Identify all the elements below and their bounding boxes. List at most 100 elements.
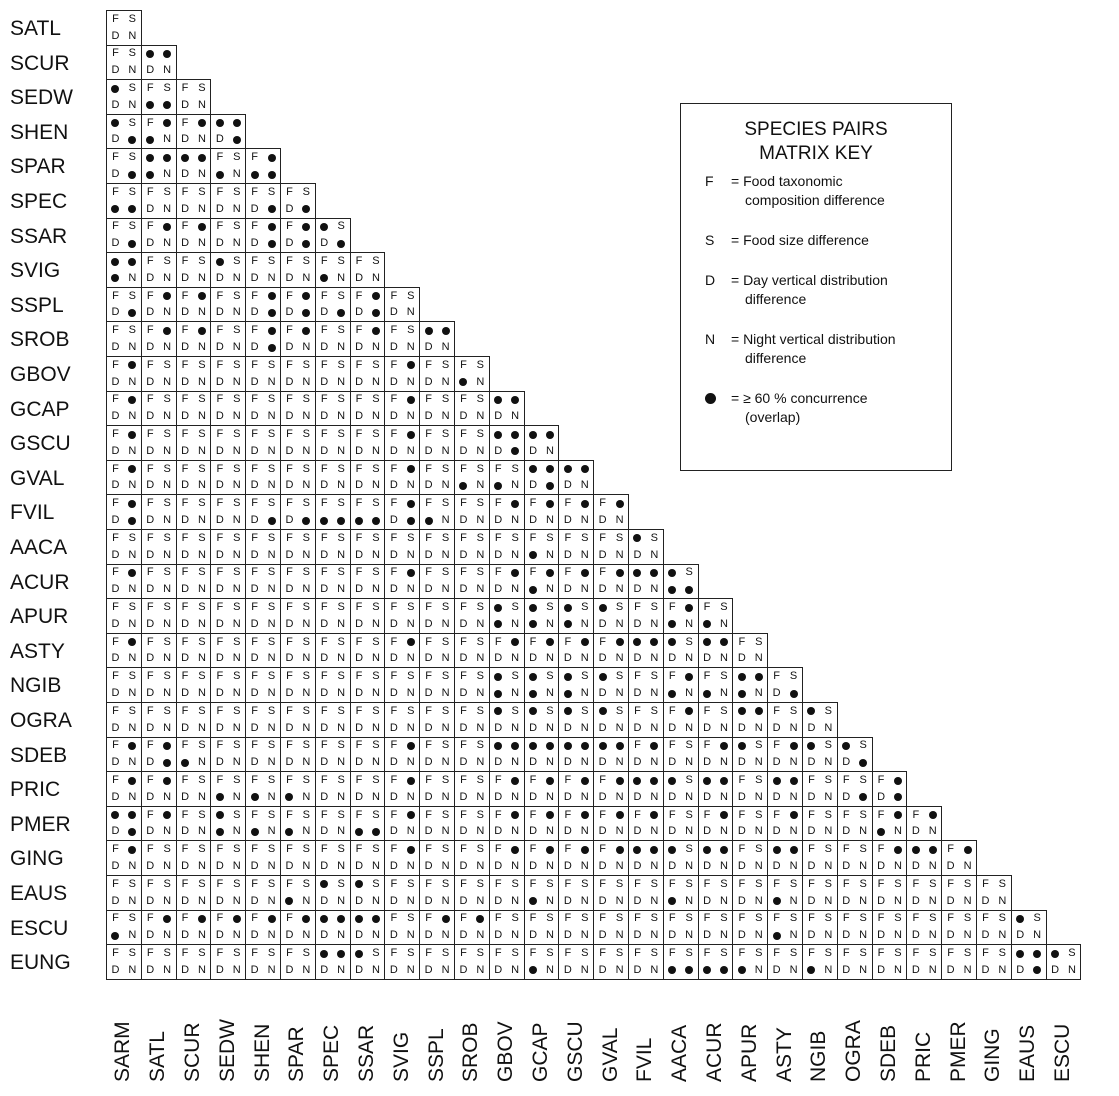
difference-letter: D [285, 375, 294, 388]
difference-letter: N [824, 790, 833, 803]
difference-letter: S [441, 947, 450, 960]
difference-letter: D [111, 341, 120, 354]
difference-letter: D [389, 721, 398, 734]
difference-letter: S [128, 670, 137, 683]
difference-letter: N [371, 687, 380, 700]
difference-letter: D [215, 617, 224, 630]
concurrence-dot-icon [333, 305, 350, 322]
difference-letter: S [302, 358, 311, 371]
difference-letter: F [112, 704, 119, 717]
difference-letter: D [146, 410, 155, 423]
concurrence-dot-icon [768, 927, 785, 944]
difference-letter: S [337, 462, 345, 475]
difference-letter: S [163, 843, 171, 856]
difference-letter: F [216, 601, 224, 614]
difference-letter: N [163, 64, 172, 77]
difference-letter: S [824, 704, 833, 717]
difference-letter: S [337, 774, 345, 787]
difference-letter: D [424, 721, 433, 734]
difference-letter: N [545, 721, 554, 734]
difference-letter: S [372, 566, 380, 579]
difference-letter: S [337, 739, 345, 752]
difference-letter: N [789, 860, 798, 873]
difference-letter: F [251, 255, 258, 268]
concurrence-dot-icon [611, 495, 628, 512]
difference-letter: N [337, 341, 346, 354]
concurrence-dot-icon [455, 478, 472, 495]
concurrence-dot-icon [785, 807, 802, 824]
difference-letter: F [112, 428, 119, 441]
difference-letter: F [181, 877, 189, 890]
difference-letter: F [286, 531, 293, 544]
concurrence-dot-icon [124, 132, 141, 149]
difference-letter: F [146, 185, 154, 198]
difference-letter: N [789, 894, 798, 907]
difference-letter: N [197, 306, 206, 319]
difference-letter: S [650, 947, 659, 960]
difference-letter: D [494, 721, 503, 734]
difference-letter: D [459, 929, 468, 942]
concurrence-dot-icon [873, 824, 890, 841]
difference-letter: S [372, 531, 380, 544]
concurrence-dot-icon [437, 911, 454, 928]
concurrence-dot-icon [263, 305, 280, 322]
difference-letter: S [789, 670, 798, 683]
key-desc: difference [745, 350, 807, 366]
difference-letter: S [929, 877, 937, 890]
difference-letter: F [286, 255, 293, 268]
difference-letter: N [232, 687, 241, 700]
difference-letter: D [772, 756, 781, 769]
difference-letter: N [197, 617, 206, 630]
concurrence-dot-icon [107, 927, 124, 944]
difference-letter: F [112, 47, 119, 60]
difference-letter: D [355, 687, 364, 700]
difference-letter: N [963, 894, 972, 907]
difference-letter: S [302, 255, 311, 268]
concurrence-dot-icon [124, 807, 141, 824]
difference-letter: N [337, 375, 346, 388]
concurrence-dot-icon [803, 962, 820, 979]
difference-letter: D [181, 583, 190, 596]
difference-letter: S [233, 393, 241, 406]
difference-letter: N [267, 617, 276, 630]
difference-letter: S [615, 601, 624, 614]
difference-letter: D [146, 237, 155, 250]
difference-letter: F [286, 601, 293, 614]
difference-letter: S [198, 877, 206, 890]
difference-letter: S [198, 462, 206, 475]
difference-letter: F [112, 877, 119, 890]
difference-letter: F [181, 185, 189, 198]
difference-letter: F [286, 947, 293, 960]
difference-letter: F [494, 566, 502, 579]
concurrence-dot-icon [159, 46, 176, 63]
concurrence-dot-icon [542, 478, 559, 495]
difference-letter: F [112, 912, 119, 925]
difference-letter: N [476, 687, 485, 700]
difference-letter: F [738, 843, 746, 856]
difference-letter: D [215, 963, 224, 976]
difference-letter: N [337, 583, 346, 596]
difference-letter: S [372, 704, 380, 717]
difference-letter: D [111, 375, 120, 388]
